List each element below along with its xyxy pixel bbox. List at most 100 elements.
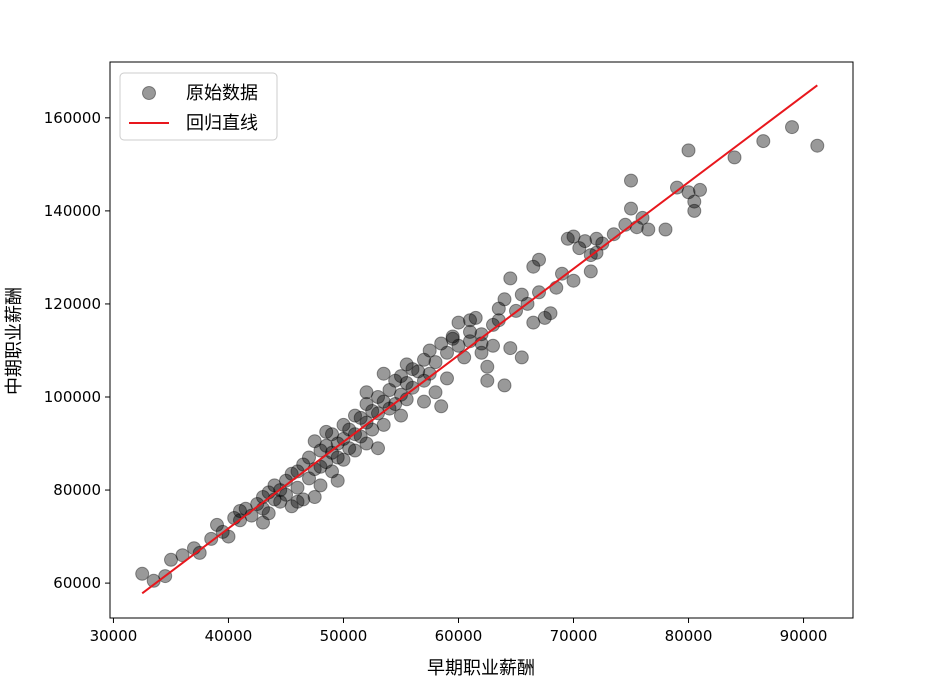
scatter-point	[284, 499, 299, 514]
x-tick-label: 40000	[205, 627, 253, 645]
scatter-point	[325, 445, 339, 460]
scatter-point	[595, 236, 610, 251]
scatter-point	[371, 390, 385, 404]
scatter-point	[417, 352, 431, 367]
scatter-point	[330, 473, 345, 488]
axes: 30000 40000 50000 60000 70000 80000 90000 60000…	[44, 61, 854, 645]
scatter-point	[405, 362, 420, 377]
scatter-point	[497, 378, 512, 393]
scatter-point	[589, 231, 604, 246]
scatter-point	[221, 529, 236, 544]
scatter-point	[353, 410, 368, 425]
scatter-point	[359, 397, 374, 411]
scatter-point	[290, 480, 305, 495]
scatter-point	[422, 366, 437, 381]
scatter-point	[376, 366, 391, 381]
scatter-point	[445, 331, 460, 346]
plot-frame	[109, 61, 854, 619]
scatter-point	[497, 292, 512, 307]
scatter-point	[514, 350, 529, 365]
scatter-point	[399, 357, 414, 372]
scatter-point	[273, 494, 288, 509]
scatter-point	[376, 417, 391, 432]
scatter-point	[727, 150, 742, 165]
scatter-point	[440, 345, 454, 360]
y-axis-title: 中期职业薪酬	[4, 287, 25, 395]
scatter-point	[624, 201, 638, 216]
scatter-point	[359, 385, 374, 400]
scatter-point	[319, 438, 334, 453]
scatter-point	[336, 417, 351, 432]
scatter-point	[526, 315, 541, 330]
scatter-point	[681, 143, 696, 158]
x-tick-label: 60000	[435, 627, 483, 645]
scatter-point	[468, 310, 483, 325]
legend-label-scatter: 原始数据	[186, 83, 258, 104]
scatter-point	[405, 380, 420, 395]
scatter-point	[336, 452, 351, 467]
scatter-point	[451, 315, 466, 330]
scatter-point	[307, 434, 322, 449]
scatter-point	[491, 301, 506, 316]
scatter-point	[342, 441, 357, 456]
scatter-point	[279, 487, 293, 502]
x-tick-label: 90000	[780, 627, 828, 645]
scatter-point	[463, 324, 477, 339]
legend-scatter-marker	[142, 86, 156, 100]
scatter-point	[503, 271, 518, 286]
scatter-point	[371, 441, 385, 456]
scatter-point	[532, 252, 546, 267]
scatter-point	[382, 383, 397, 397]
scatter-point	[164, 552, 178, 567]
scatter-point	[302, 471, 316, 486]
scatter-point	[365, 404, 380, 418]
scatter-point	[687, 203, 702, 218]
x-tick-label: 50000	[320, 627, 368, 645]
scatter-point	[325, 464, 339, 479]
scatter-point	[233, 504, 247, 518]
regression-line	[141, 84, 818, 595]
scatter-point	[687, 194, 702, 209]
scatter-point	[325, 427, 339, 442]
scatter-point	[543, 306, 558, 321]
scatter-point	[290, 494, 305, 509]
x-tick-label: 30000	[90, 627, 138, 645]
scatter-point	[486, 338, 500, 353]
scatter-point	[434, 336, 449, 351]
scatter-point	[566, 229, 581, 244]
scatter-point	[261, 506, 276, 521]
scatter-point	[250, 497, 265, 511]
y-tick-label: 120000	[44, 295, 101, 313]
scatter-point	[566, 273, 581, 288]
scatter-point	[307, 490, 322, 504]
scatter-point	[371, 406, 385, 421]
scatter-point	[267, 478, 282, 493]
scatter-point	[399, 376, 414, 390]
scatter-point	[192, 545, 207, 560]
scatter-point	[445, 329, 460, 344]
y-tick-label: 80000	[53, 481, 101, 499]
legend-label-line: 回归直线	[186, 113, 258, 134]
scatter-point	[474, 345, 489, 360]
scatter-point	[319, 424, 334, 439]
legend: 原始数据 回归直线	[119, 72, 278, 141]
scatter-point	[411, 364, 426, 379]
scatter-point	[313, 443, 328, 458]
scatter-point	[394, 408, 408, 423]
scatter-point	[302, 450, 316, 465]
scatter-point	[560, 231, 575, 246]
scatter-point	[434, 399, 449, 414]
scatter-point	[451, 338, 466, 353]
scatter-point	[457, 350, 472, 365]
scatter-point	[204, 531, 219, 546]
scatter-point	[658, 222, 673, 237]
scatter-point	[330, 436, 345, 451]
scatter-point	[756, 134, 771, 149]
scatter-point	[428, 355, 443, 370]
scatter-point	[417, 394, 431, 409]
scatter-point	[532, 285, 546, 300]
scatter-point	[365, 422, 380, 437]
y-tick-label: 100000	[44, 388, 101, 406]
scatter-point	[641, 222, 656, 237]
